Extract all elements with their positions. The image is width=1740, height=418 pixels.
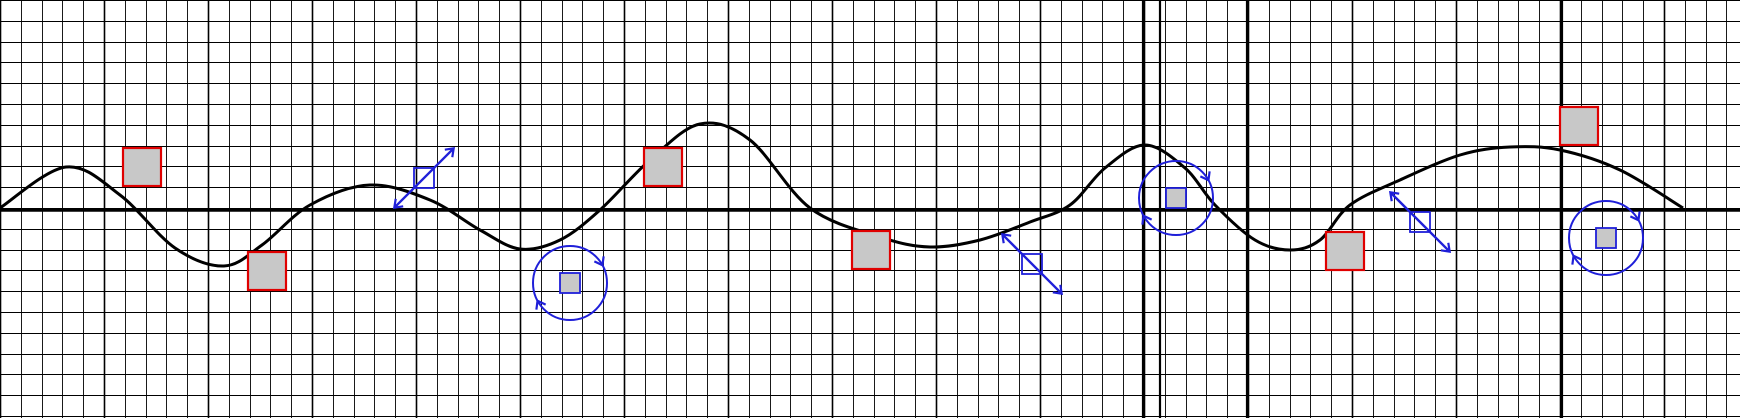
handle-square[interactable] <box>1409 211 1431 233</box>
gray-block[interactable] <box>850 229 892 271</box>
resize-diagonal-icon[interactable] <box>1001 233 1063 295</box>
arrow-head-icon <box>1388 190 1400 202</box>
arrow-head-icon <box>444 146 456 158</box>
rotate-control[interactable] <box>1568 200 1644 276</box>
arrow-head-icon <box>392 198 404 210</box>
arrow-head-icon <box>1440 242 1452 254</box>
gray-block[interactable] <box>1558 105 1600 147</box>
gray-block[interactable] <box>246 250 288 292</box>
gray-block[interactable] <box>121 146 163 188</box>
diagonal-move-control[interactable] <box>1000 232 1064 296</box>
handle-square[interactable] <box>413 167 435 189</box>
arrow-head-icon <box>535 299 547 310</box>
resize-diagonal-icon[interactable] <box>393 147 455 209</box>
diagonal-move-control[interactable] <box>1388 190 1452 254</box>
handle-square[interactable] <box>559 272 581 294</box>
arrow-head-icon <box>1199 171 1211 182</box>
rotate-control[interactable] <box>1138 160 1214 236</box>
arrow-head-icon <box>1571 254 1583 265</box>
gray-block[interactable] <box>1324 230 1366 272</box>
rotate-icon[interactable] <box>1138 160 1214 236</box>
resize-diagonal-icon[interactable] <box>1389 191 1451 253</box>
arrow-head-icon <box>1052 284 1064 296</box>
arrow-head-icon <box>1141 214 1153 225</box>
gray-block[interactable] <box>642 146 684 188</box>
blocks-layer <box>121 105 1600 292</box>
handle-square[interactable] <box>1021 253 1043 275</box>
terrain-wave <box>0 121 1684 268</box>
arrow-head-icon <box>1000 232 1012 244</box>
handle-square[interactable] <box>1165 187 1187 209</box>
rotate-icon[interactable] <box>1568 200 1644 276</box>
arrow-head-icon <box>593 256 605 267</box>
handle-square[interactable] <box>1595 227 1617 249</box>
rotate-icon[interactable] <box>532 245 608 321</box>
arrow-head-icon <box>1629 211 1641 222</box>
controls-layer <box>392 146 1644 321</box>
rotate-control[interactable] <box>532 245 608 321</box>
diagonal-move-control[interactable] <box>392 146 456 210</box>
